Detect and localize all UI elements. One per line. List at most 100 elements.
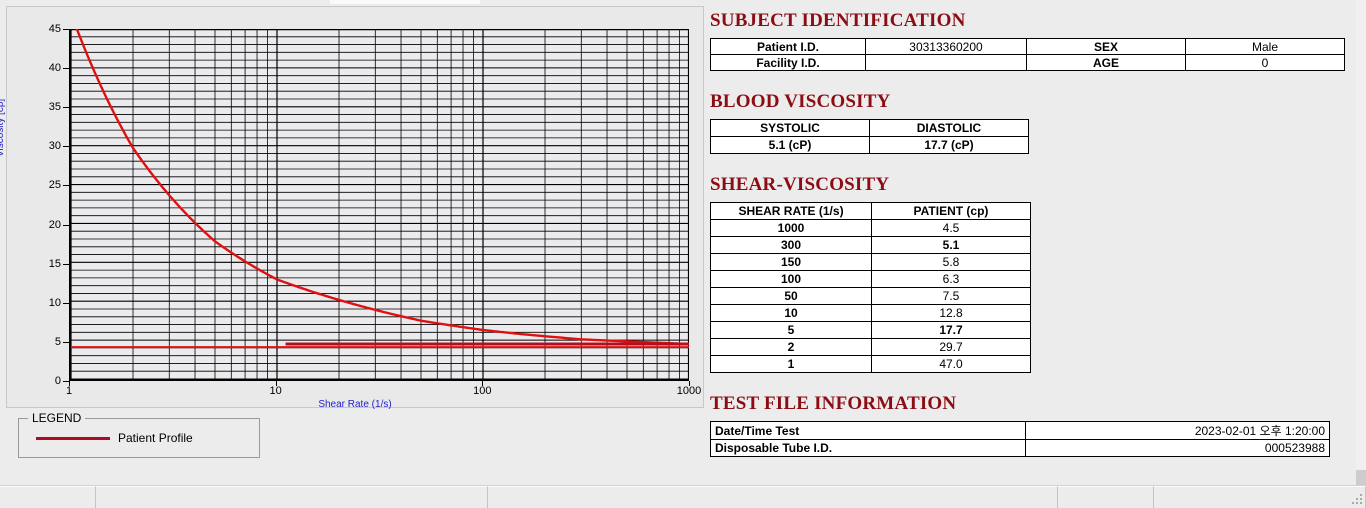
- patient-id-value[interactable]: 30313360200: [865, 38, 1027, 55]
- table-row: 1000 4.5: [710, 219, 1031, 237]
- table-row: Date/Time Test 2023-02-01 오후 1:20:00: [710, 421, 1330, 440]
- table-row: 10 12.8: [710, 304, 1031, 322]
- table-row: Disposable Tube I.D. 000523988: [710, 439, 1330, 457]
- resize-grip-icon[interactable]: [1352, 492, 1364, 506]
- y-axis-tick-label: 35: [48, 101, 61, 114]
- y-axis-tick-label: 15: [48, 257, 61, 270]
- y-axis-tick-label: 45: [48, 23, 61, 35]
- diastolic-value: 17.7 (cP): [869, 136, 1029, 154]
- age-label: AGE: [1026, 54, 1186, 71]
- table-row: 1 47.0: [710, 355, 1031, 373]
- shear-rate-cell: 10: [710, 304, 872, 322]
- date-time-test-label: Date/Time Test: [710, 421, 1026, 440]
- status-cell-4: [1058, 486, 1154, 508]
- y-axis-tick-label: 10: [48, 296, 61, 309]
- disposable-tube-id-value: 000523988: [1025, 439, 1330, 457]
- systolic-value: 5.1 (cP): [710, 136, 870, 154]
- y-axis-tick-mark: [63, 146, 69, 148]
- legend-title: LEGEND: [28, 411, 86, 425]
- status-cell-2: [96, 486, 488, 508]
- status-cell-5: [1154, 486, 1366, 508]
- patient-viscosity-cell: 6.3: [871, 270, 1031, 288]
- disposable-tube-id-label: Disposable Tube I.D.: [710, 439, 1026, 457]
- table-row: 2 29.7: [710, 338, 1031, 356]
- shear-rate-cell: 1000: [710, 219, 872, 237]
- y-axis-tick-label: 0: [54, 375, 61, 387]
- age-value[interactable]: 0: [1185, 54, 1345, 71]
- patient-cp-header: PATIENT (cp): [871, 202, 1031, 220]
- y-axis-tick-label: 5: [54, 335, 61, 348]
- shear-rate-cell: 2: [710, 338, 872, 356]
- y-axis-tick-mark: [63, 29, 69, 30]
- table-row: 300 5.1: [710, 236, 1031, 254]
- status-cell-3: [488, 486, 1058, 508]
- subject-identification-title: SUBJECT IDENTIFICATION: [710, 10, 966, 31]
- y-axis-tick-mark: [63, 107, 69, 109]
- x-axis-tick-label: 1000: [676, 385, 702, 397]
- patient-viscosity-cell: 17.7: [871, 321, 1031, 339]
- plot-inner: [71, 29, 689, 379]
- table-row: 5 17.7: [710, 321, 1031, 339]
- diastolic-header: DIASTOLIC: [869, 119, 1029, 137]
- plot-area[interactable]: [69, 29, 689, 381]
- table-row: Facility I.D. AGE 0: [710, 54, 1345, 71]
- y-axis-tick-mark: [63, 224, 69, 226]
- shear-rate-cell: 150: [710, 253, 872, 271]
- y-axis-label: Viscosity [cp]: [0, 98, 6, 157]
- table-row: 150 5.8: [710, 253, 1031, 271]
- date-time-test-value: 2023-02-01 오후 1:20:00: [1025, 421, 1330, 440]
- shear-rate-cell: 50: [710, 287, 872, 305]
- blood-viscosity-title: BLOOD VISCOSITY: [710, 91, 891, 112]
- x-axis-tick-mark: [482, 381, 484, 386]
- shear-rate-cell: 300: [710, 236, 872, 254]
- patient-viscosity-cell: 29.7: [871, 338, 1031, 356]
- table-row: 100 6.3: [710, 270, 1031, 288]
- y-axis-tick-mark: [63, 381, 69, 382]
- status-cell-1: [0, 486, 96, 508]
- test-file-information-title: TEST FILE INFORMATION: [710, 393, 957, 414]
- facility-id-label: Facility I.D.: [710, 54, 866, 71]
- table-header-row: SYSTOLIC DIASTOLIC: [710, 119, 1029, 137]
- patient-viscosity-cell: 4.5: [871, 219, 1031, 237]
- legend-box: [18, 418, 260, 458]
- x-axis-label: Shear Rate (1/s): [318, 399, 392, 410]
- patient-viscosity-cell: 12.8: [871, 304, 1031, 322]
- patient-profile-curve: [71, 29, 689, 349]
- shear-viscosity-table: SHEAR RATE (1/s) PATIENT (cp) 1000 4.5 300…: [710, 202, 1031, 373]
- x-axis-tick-mark: [69, 381, 70, 386]
- shear-rate-cell: 100: [710, 270, 872, 288]
- vertical-scrollbar[interactable]: [1356, 0, 1366, 486]
- viscosity-chart-panel: Viscosity [cp] Shear Rate (1/s) 0 5 10 15 20…: [0, 6, 704, 410]
- y-axis-tick-mark: [63, 185, 69, 187]
- patient-viscosity-cell: 47.0: [871, 355, 1031, 373]
- shear-rate-header: SHEAR RATE (1/s): [710, 202, 872, 220]
- shear-viscosity-body: 1000 4.5 300 5.1 150 5.8 100 6.3 50 7.5 10 12.8 5 17.…: [710, 219, 1031, 373]
- blood-viscosity-table: SYSTOLIC DIASTOLIC 5.1 (cP) 17.7 (cP): [710, 119, 1029, 154]
- status-bar: [0, 485, 1366, 508]
- x-axis-tick-mark: [275, 381, 277, 386]
- table-header-row: SHEAR RATE (1/s) PATIENT (cp): [710, 202, 1031, 220]
- x-axis-tick-label: 1: [65, 385, 73, 397]
- y-axis-tick-mark: [63, 263, 69, 265]
- y-axis-tick-label: 30: [48, 140, 61, 153]
- y-axis-tick-label: 40: [48, 62, 61, 75]
- x-axis-tick-label: 100: [473, 385, 492, 397]
- patient-viscosity-cell: 7.5: [871, 287, 1031, 305]
- subject-identification-table: Patient I.D. 30313360200 SEX Male Facili…: [710, 38, 1345, 71]
- report-panel: SUBJECT IDENTIFICATION Patient I.D. 3031…: [710, 10, 1350, 457]
- patient-id-label: Patient I.D.: [710, 38, 866, 55]
- legend-item-patient-profile: Patient Profile: [36, 431, 193, 445]
- sex-value[interactable]: Male: [1185, 38, 1345, 55]
- facility-id-value[interactable]: [865, 54, 1027, 71]
- y-axis-tick-label: 20: [48, 218, 61, 231]
- x-axis-tick-mark: [689, 381, 690, 386]
- legend-item-label: Patient Profile: [118, 431, 193, 445]
- x-axis-tick-label: 10: [269, 385, 282, 397]
- table-row: 5.1 (cP) 17.7 (cP): [710, 136, 1029, 154]
- patient-viscosity-cell: 5.8: [871, 253, 1031, 271]
- table-row: Patient I.D. 30313360200 SEX Male: [710, 38, 1345, 55]
- chart-gridlines: [71, 29, 689, 379]
- test-file-information-table: Date/Time Test 2023-02-01 오후 1:20:00 Dis…: [710, 421, 1330, 457]
- vertical-scrollbar-thumb[interactable]: [1356, 470, 1366, 486]
- patient-viscosity-cell: 5.1: [871, 236, 1031, 254]
